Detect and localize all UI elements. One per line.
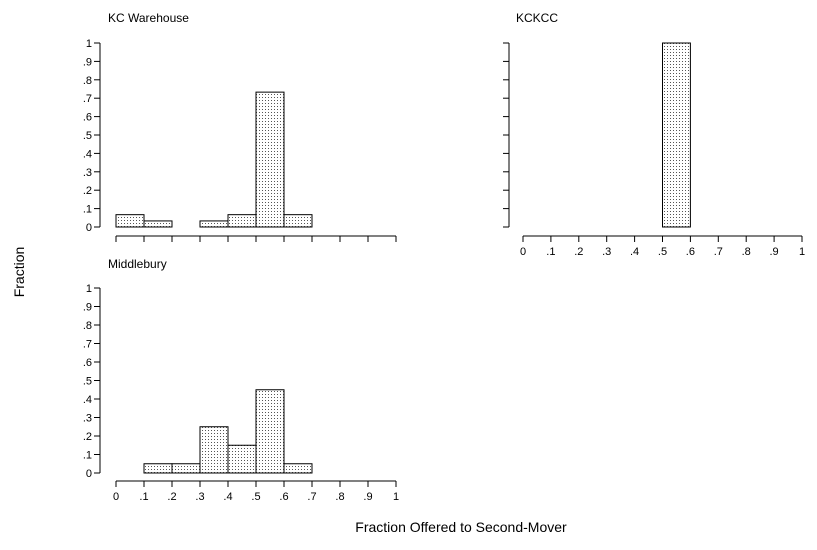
y-tick-label: .1 <box>83 450 92 462</box>
y-tick-label: .2 <box>83 185 92 197</box>
y-tick-label: .7 <box>83 93 92 105</box>
x-tick-label: .9 <box>770 246 779 258</box>
x-tick-label: .4 <box>223 491 232 503</box>
histogram-bar <box>256 92 284 227</box>
x-tick-label: 0 <box>520 246 526 258</box>
x-tick-label: .1 <box>546 246 555 258</box>
histogram-bar <box>228 215 256 227</box>
panel-kckcc: KCKCC 0 .1 .2 .3 .4 .5 .6 .7 .8 .9 1 <box>503 11 805 258</box>
y-tick-label: .4 <box>83 148 92 160</box>
histogram-bar <box>116 215 144 227</box>
y-tick-label: 1 <box>86 283 92 295</box>
x-tick-label: 0 <box>113 491 119 503</box>
x-tick-label: .1 <box>139 491 148 503</box>
histogram-bar <box>200 427 228 473</box>
x-tick-label: 1 <box>393 491 399 503</box>
y-tick-label: .8 <box>83 75 92 87</box>
histogram-bar <box>200 221 228 227</box>
histogram-bar <box>284 464 312 473</box>
x-tick-label: .2 <box>167 491 176 503</box>
x-tick-label: .9 <box>363 491 372 503</box>
y-tick-label: .5 <box>83 130 92 142</box>
y-tick-label: 0 <box>86 468 92 480</box>
y-axis-title: Fraction <box>11 247 27 298</box>
y-tick-label: .1 <box>83 204 92 216</box>
histogram-bar <box>228 445 256 473</box>
x-tick-label: .8 <box>742 246 751 258</box>
x-tick-label: .5 <box>251 491 260 503</box>
x-tick-label: .5 <box>658 246 667 258</box>
y-tick-label: .2 <box>83 431 92 443</box>
y-tick-label: .8 <box>83 320 92 332</box>
y-tick-label: .9 <box>83 302 92 314</box>
x-tick-label: .3 <box>602 246 611 258</box>
y-tick-label: .6 <box>83 357 92 369</box>
histogram-bar <box>144 464 172 473</box>
histogram-bar <box>172 464 200 473</box>
x-tick-label: .6 <box>686 246 695 258</box>
y-tick-label: .9 <box>83 56 92 68</box>
y-tick-label: .5 <box>83 376 92 388</box>
panel-title: Middlebury <box>108 257 167 271</box>
y-tick-label: 0 <box>86 222 92 234</box>
panel-middlebury: Middlebury 0 .1 .2 .3 .4 .5 .6 .7 .8 .9 1 0 .1 .2 .3 .4.… <box>83 257 399 503</box>
y-tick-label: .7 <box>83 339 92 351</box>
histogram-bar <box>256 390 284 473</box>
x-tick-label: .8 <box>335 491 344 503</box>
histogram-bar <box>284 215 312 227</box>
x-tick-label: .7 <box>307 491 316 503</box>
histogram-bar <box>663 43 691 227</box>
x-tick-label: 1 <box>799 246 805 258</box>
x-tick-label: .6 <box>279 491 288 503</box>
panel-title: KCKCC <box>516 11 558 25</box>
y-tick-label: .6 <box>83 112 92 124</box>
y-tick-label: .3 <box>83 167 92 179</box>
y-tick-label: .4 <box>83 394 92 406</box>
x-tick-label: .7 <box>714 246 723 258</box>
x-tick-label: .3 <box>195 491 204 503</box>
panel-title: KC Warehouse <box>108 11 189 25</box>
panel-kc-warehouse: KC Warehouse 0 .1 .2 .3 .4 .5 .6 .7 .8 .9 1 <box>83 11 396 242</box>
y-tick-label: 1 <box>86 38 92 50</box>
y-tick-label: .3 <box>83 413 92 425</box>
histogram-bar <box>144 221 172 227</box>
x-axis-title: Fraction Offered to Second-Mover <box>355 519 567 535</box>
x-tick-label: .4 <box>630 246 639 258</box>
panels: KC Warehouse 0 .1 .2 .3 .4 .5 .6 .7 .8 .9 1 KCKCC 0 .1… <box>83 11 805 503</box>
x-tick-label: .2 <box>574 246 583 258</box>
